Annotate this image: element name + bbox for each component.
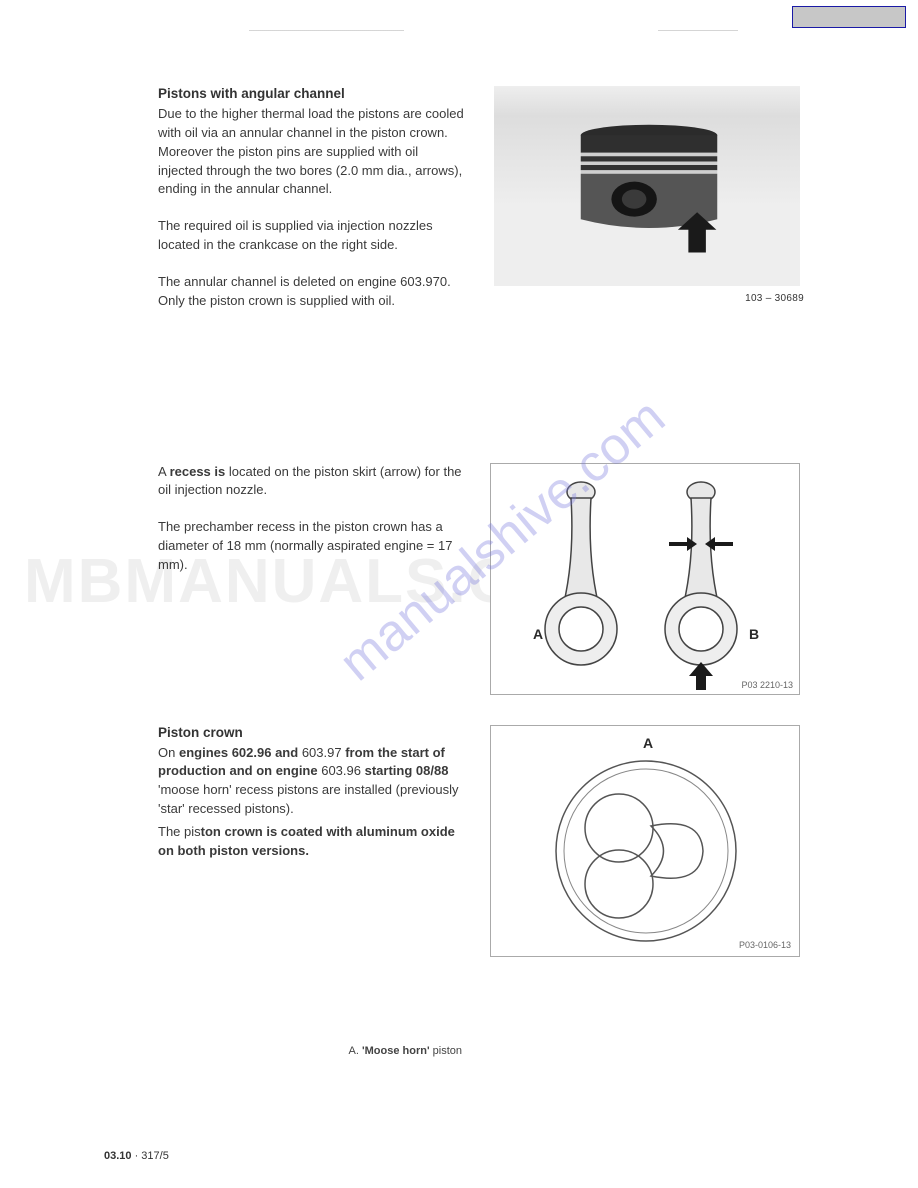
figure-piston-crown: A P03-0106-13 [490,725,800,957]
section1-para1: Due to the higher thermal load the pisto… [158,105,466,199]
s3p1g: 'moose horn' recess pistons are installe… [158,782,459,816]
page-content: Pistons with angular channel Due to the … [158,86,800,1057]
section2-p1b: recess is [170,464,226,479]
figure1-id: 103 – 30689 [745,293,804,304]
s3p1f: starting 08/88 [365,763,449,778]
section3-para1: On engines 602.96 and 603.97 from the st… [158,744,462,819]
figure3-id: P03-0106-13 [739,940,791,950]
cap3c: piston [430,1045,462,1057]
footer-section: 03.10 [104,1150,132,1162]
section1-para3: The annular channel is deleted on engine… [158,273,466,311]
figure-piston-photo: 103 – 30689 [494,86,800,286]
figure-connecting-rods: A B P03 2210-13 [490,463,800,695]
piston-illustration [554,116,744,256]
section2-para2: The prechamber recess in the piston crow… [158,518,462,575]
cap3b: 'Moose horn' [362,1045,430,1057]
section1-heading: Pistons with angular channel [158,86,466,101]
s3p1e: 603.96 [318,763,365,778]
s3p2a: The pis [158,824,201,839]
section2-p1a: A [158,464,170,479]
section2-para1: A recess is located on the piston skirt … [158,463,462,501]
section1-para2: The required oil is supplied via injecti… [158,217,466,255]
header-divider-right [658,30,738,31]
section3-para2: The piston crown is coated with aluminum… [158,823,462,861]
top-right-box [792,6,906,28]
rod-label-a: A [533,626,543,642]
figure2-id: P03 2210-13 [741,680,793,690]
cap3a: A. [349,1045,362,1057]
footer-page: · 317/5 [132,1150,169,1162]
page-footer: 03.10 · 317/5 [104,1150,169,1162]
header-divider-left [249,30,404,31]
s3p2b: ton crown is coated with aluminum oxide … [158,824,455,858]
piston-crown-svg: A [491,726,801,956]
section3-heading: Piston crown [158,725,462,740]
crown-label-a: A [643,735,653,751]
figure3-caption: A. 'Moose horn' piston [158,1045,462,1057]
s3p1c: 603.97 [298,745,345,760]
s3p1b: engines 602.96 and [179,745,298,760]
connecting-rods-svg: A B [491,464,801,694]
s3p1a: On [158,745,179,760]
rod-label-b: B [749,626,759,642]
